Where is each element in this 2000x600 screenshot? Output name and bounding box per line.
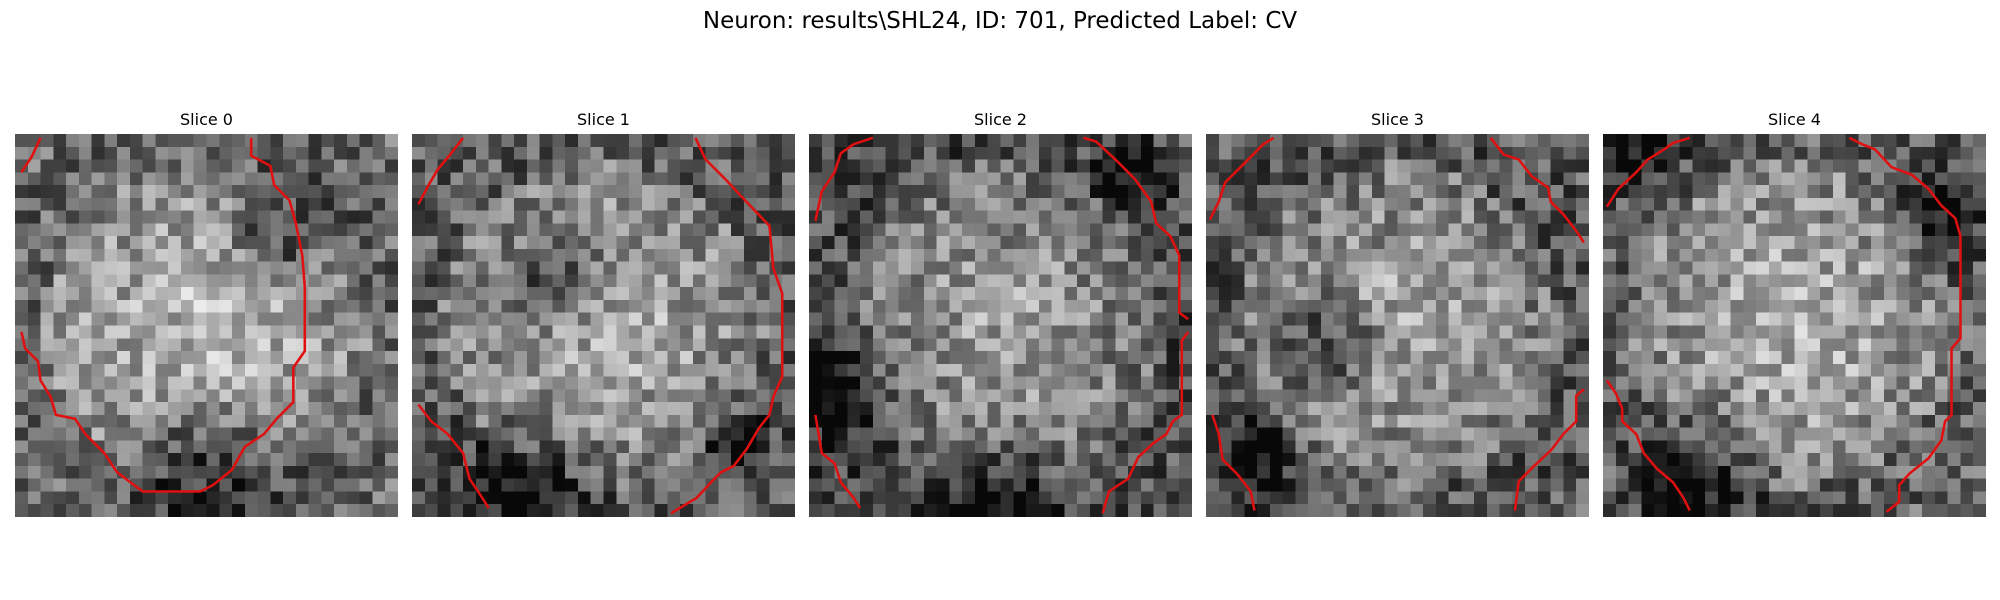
slice-panel-1: Slice 1 bbox=[412, 108, 795, 517]
contour-line bbox=[417, 137, 465, 205]
contour-line bbox=[1083, 136, 1189, 321]
slice-panel-0: Slice 0 bbox=[15, 108, 398, 517]
slice-panel-2: Slice 2 bbox=[809, 108, 1192, 517]
contour-line bbox=[417, 403, 490, 509]
slice-title: Slice 3 bbox=[1371, 110, 1424, 129]
contour-line bbox=[814, 136, 874, 222]
contour-line bbox=[1489, 137, 1585, 244]
contour-line bbox=[1513, 388, 1585, 511]
slice-image bbox=[1206, 134, 1589, 517]
figure-title: Neuron: results\SHL24, ID: 701, Predicte… bbox=[702, 8, 1298, 34]
slice-image bbox=[15, 134, 398, 517]
contour-line bbox=[814, 414, 862, 509]
contour-line bbox=[1605, 379, 1691, 512]
contour-line bbox=[1605, 136, 1691, 208]
slice-title: Slice 1 bbox=[577, 110, 630, 129]
slice-title: Slice 0 bbox=[180, 110, 233, 129]
slice-image bbox=[412, 134, 795, 517]
slice-title: Slice 4 bbox=[1768, 110, 1821, 129]
slice-image bbox=[809, 134, 1192, 517]
contour-line bbox=[1101, 331, 1190, 514]
contour-line bbox=[1211, 414, 1256, 511]
contour-line bbox=[1848, 136, 1962, 513]
slice-panel-3: Slice 3 bbox=[1206, 108, 1589, 517]
contour-line bbox=[20, 137, 42, 174]
slice-panel-4: Slice 4 bbox=[1603, 108, 1986, 517]
contour-line bbox=[20, 137, 307, 493]
contour-line bbox=[670, 137, 784, 515]
slice-title: Slice 2 bbox=[974, 110, 1027, 129]
contour-line bbox=[1208, 136, 1275, 221]
slice-image bbox=[1603, 134, 1986, 517]
